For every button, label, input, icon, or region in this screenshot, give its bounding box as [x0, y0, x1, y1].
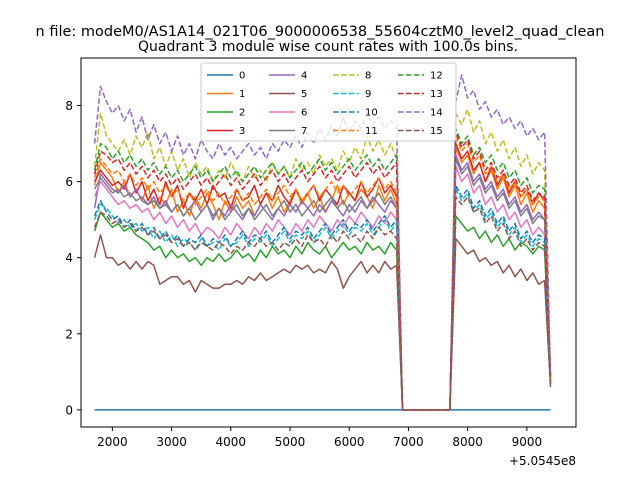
legend-item-6[interactable]: 6	[269, 108, 307, 119]
legend-label: 13	[430, 89, 443, 100]
x-axis: 2000 3000 4000 5000 6000 7000 8000 9000	[97, 427, 542, 449]
legend-item-4[interactable]: 4	[269, 71, 307, 82]
x-tick-label: 3000	[156, 435, 187, 449]
legend-item-3[interactable]: 3	[207, 126, 245, 137]
legend-item-5[interactable]: 5	[269, 89, 307, 100]
legend-item-15[interactable]: 15	[398, 126, 443, 137]
series-line-1	[93, 146, 552, 411]
legend-item-12[interactable]: 12	[398, 71, 443, 82]
series-line-5	[93, 234, 552, 411]
series-line-13	[93, 131, 552, 411]
legend-item-9[interactable]: 9	[333, 89, 371, 100]
legend-label: 8	[365, 71, 371, 82]
legend-label: 5	[301, 89, 307, 100]
y-tick-label: 6	[65, 175, 73, 189]
legend-item-10[interactable]: 10	[333, 108, 378, 119]
legend-label: 7	[301, 126, 307, 137]
y-tick-label: 0	[65, 403, 73, 417]
series-line-15	[93, 196, 552, 411]
x-tick-label: 9000	[512, 435, 543, 449]
legend-label: 3	[239, 126, 245, 137]
legend-item-1[interactable]: 1	[207, 89, 245, 100]
legend-label: 0	[239, 71, 245, 82]
legend-label: 6	[301, 108, 307, 119]
x-tick-label: 8000	[452, 435, 483, 449]
legend-item-8[interactable]: 8	[333, 71, 371, 82]
legend-label: 15	[430, 126, 443, 137]
series-line-8	[93, 108, 552, 411]
axes-frame	[80, 57, 577, 428]
series-line-2	[93, 211, 552, 411]
figure-suptitle: n file: modeM0/AS1A14_021T06_9000006538_…	[36, 24, 605, 40]
legend-item-7[interactable]: 7	[269, 126, 307, 137]
legend-label: 12	[430, 71, 443, 82]
legend-item-0[interactable]: 0	[207, 71, 245, 82]
x-tick-label: 7000	[393, 435, 424, 449]
legend-item-2[interactable]: 2	[207, 108, 245, 119]
x-tick-label: 5000	[275, 435, 306, 449]
legend-item-13[interactable]: 13	[398, 89, 443, 100]
series-line-7	[93, 158, 552, 411]
series-line-11	[93, 135, 552, 411]
series-line-12	[93, 127, 552, 411]
legend-label: 10	[365, 108, 378, 119]
y-tick-label: 8	[65, 99, 73, 113]
x-tick-label: 2000	[97, 435, 128, 449]
y-tick-label: 4	[65, 251, 73, 265]
legend-label: 1	[239, 89, 245, 100]
legend-box	[200, 62, 457, 142]
plot-area	[80, 57, 577, 428]
legend-label: 11	[365, 126, 378, 137]
series-line-6	[93, 165, 552, 411]
x-tick-label: 4000	[216, 435, 247, 449]
legend-label: 9	[365, 89, 371, 100]
legend-item-11[interactable]: 11	[333, 126, 378, 137]
legend-label: 4	[301, 71, 307, 82]
legend-label: 14	[430, 108, 443, 119]
chart-title: Quadrant 3 module wise count rates with …	[138, 39, 518, 55]
legend-item-14[interactable]: 14	[398, 108, 443, 119]
legend-label: 2	[239, 108, 245, 119]
series-line-14	[93, 74, 552, 411]
y-axis: 0 2 4 6 8	[65, 99, 81, 417]
x-offset-label: +5.0545e8	[509, 454, 576, 468]
series-layer	[93, 74, 552, 411]
y-tick-label: 2	[65, 327, 73, 341]
x-tick-label: 6000	[334, 435, 365, 449]
